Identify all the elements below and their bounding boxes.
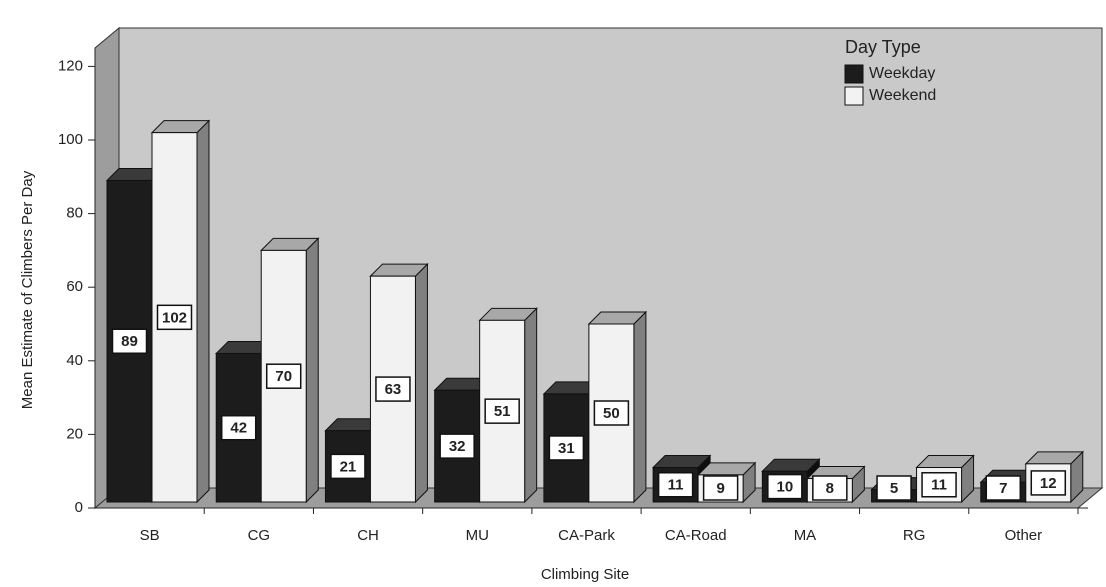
data-label: 11 xyxy=(931,477,947,494)
x-tick-label: CA-Park xyxy=(558,527,615,544)
data-label: 51 xyxy=(494,403,511,420)
data-label-box xyxy=(876,475,912,501)
data-label: 89 xyxy=(121,333,138,350)
data-label: 63 xyxy=(385,381,402,398)
bar-group: 102 xyxy=(150,119,211,504)
data-label-box xyxy=(484,398,520,424)
data-label-box xyxy=(1030,470,1067,496)
data-label: 70 xyxy=(275,368,292,385)
data-label-box xyxy=(657,472,694,498)
data-label-box xyxy=(593,400,630,426)
legend-swatch xyxy=(844,86,864,106)
data-label-box xyxy=(921,472,957,498)
data-label: 31 xyxy=(558,440,575,457)
data-label-box xyxy=(439,433,475,459)
bar-group: 51 xyxy=(478,307,538,504)
x-axis-title: Climbing Site xyxy=(541,566,629,583)
x-tick-label: CH xyxy=(357,527,379,544)
data-label: 50 xyxy=(603,405,620,422)
data-label: 21 xyxy=(340,458,357,475)
data-label-box xyxy=(767,473,803,500)
y-tick-label: 20 xyxy=(66,425,83,442)
data-label-box xyxy=(111,328,148,354)
x-tick-label: MA xyxy=(794,527,817,544)
bar-group: 63 xyxy=(369,262,429,504)
bar-group: 5 xyxy=(870,475,930,504)
data-label: 7 xyxy=(999,480,1007,497)
bar-side xyxy=(305,237,319,504)
data-label: 11 xyxy=(668,477,684,494)
data-label-box xyxy=(702,475,739,501)
bar-group: 12 xyxy=(1024,450,1084,504)
bar-side xyxy=(524,307,538,504)
x-tick-label: SB xyxy=(140,527,160,544)
data-label-box xyxy=(156,304,193,331)
data-label-box xyxy=(330,453,366,480)
data-label: 12 xyxy=(1040,475,1057,492)
data-label-box xyxy=(548,435,585,461)
data-label-box xyxy=(985,475,1022,501)
data-label: 102 xyxy=(162,309,187,326)
legend-title: Day Type xyxy=(845,37,921,57)
x-tick-label: RG xyxy=(903,527,926,544)
data-label: 32 xyxy=(449,438,466,455)
bar-side xyxy=(196,119,210,504)
legend-label: Weekday xyxy=(869,65,935,82)
x-tick-label: MU xyxy=(466,527,489,544)
data-label: 8 xyxy=(826,480,834,497)
data-label-box xyxy=(375,376,411,402)
y-tick-label: 100 xyxy=(58,131,83,148)
data-label: 42 xyxy=(230,420,247,437)
legend-label: Weekend xyxy=(869,87,936,104)
x-tick-label: CA-Road xyxy=(665,527,727,544)
y-tick-label: 120 xyxy=(58,57,83,74)
x-tick-label: CG xyxy=(248,527,271,544)
data-label: 10 xyxy=(776,479,793,496)
bar-group: 8 xyxy=(806,465,866,504)
data-label-box xyxy=(220,414,257,441)
bar-side xyxy=(414,262,428,504)
data-label-box xyxy=(265,363,302,389)
y-tick-label: 0 xyxy=(75,499,83,516)
y-tick-label: 60 xyxy=(66,278,83,295)
bar-group: 70 xyxy=(260,237,320,504)
legend-swatch xyxy=(844,64,864,84)
data-label: 5 xyxy=(890,480,898,497)
y-tick-label: 80 xyxy=(66,205,83,222)
bar-group: 9 xyxy=(696,461,757,504)
x-tick-label: Other xyxy=(1005,527,1043,544)
y-tick-label: 40 xyxy=(66,352,83,369)
data-label-box xyxy=(812,475,848,501)
bar-group: 50 xyxy=(587,310,648,504)
y-axis-title: Mean Estimate of Climbers Per Day xyxy=(19,170,36,409)
bar-side xyxy=(633,310,647,504)
data-label: 9 xyxy=(716,480,724,497)
bar-group: 11 xyxy=(915,454,975,504)
bar-group: 11 xyxy=(651,454,712,504)
